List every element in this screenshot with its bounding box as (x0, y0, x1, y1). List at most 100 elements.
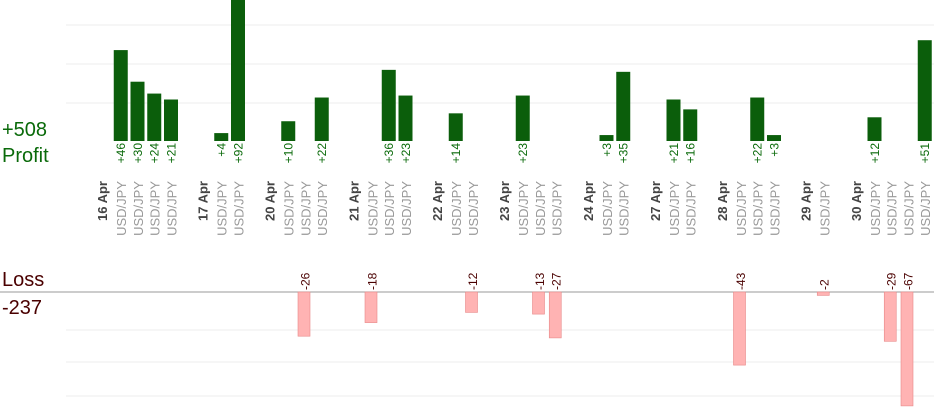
profit-bar (214, 133, 229, 141)
date-label: 30 Apr (849, 181, 864, 221)
date-label: 23 Apr (497, 181, 512, 221)
profit-bar (231, 0, 245, 142)
loss-value-label: -2 (818, 279, 832, 290)
profit-bar (867, 117, 882, 141)
profit-value-label: +3 (767, 143, 781, 157)
profit-bar (666, 99, 681, 141)
profit-value-label: +4 (215, 143, 229, 157)
profit-bar (616, 71, 631, 141)
bar-labels: +46 +30 +24 +21 +4 +92 +10-26+22-18+36 +23 +14-1… (114, 143, 932, 290)
symbol-label: USD/JPY (533, 181, 548, 236)
profit-value-label: +36 (382, 143, 396, 164)
profit-bar (515, 95, 530, 141)
profit-value-label: +10 (282, 143, 296, 164)
loss-bar (900, 291, 914, 407)
profit-value-label: +21 (164, 143, 178, 164)
symbol-label: USD/JPY (148, 181, 163, 236)
loss-bar (733, 291, 746, 366)
date-label: 21 Apr (346, 181, 361, 221)
profit-value-label: +22 (315, 143, 329, 164)
profit-value-label: +23 (399, 143, 413, 164)
profit-bar (398, 95, 413, 141)
profit-value-label: +46 (114, 143, 128, 164)
symbol-label: USD/JPY (231, 181, 246, 236)
profit-value-label: +23 (516, 143, 530, 164)
profit-bar (381, 69, 396, 141)
date-label: 29 Apr (799, 181, 814, 221)
symbol-label: USD/JPY (684, 181, 699, 236)
profit-bar (281, 121, 296, 141)
symbol-label: USD/JPY (466, 181, 481, 236)
symbol-label: USD/JPY (667, 181, 682, 236)
profit-bar (113, 50, 128, 141)
symbol-label: USD/JPY (767, 181, 782, 236)
profit-value-label: +14 (449, 143, 463, 164)
date-label: 28 Apr (715, 181, 730, 221)
profit-bar (750, 97, 765, 141)
profit-value-label: +92 (231, 143, 245, 164)
symbol-label: USD/JPY (617, 181, 632, 236)
profit-value-label: +30 (131, 143, 145, 164)
loss-bar (532, 291, 545, 315)
loss-value-label: -12 (466, 272, 480, 290)
loss-bar (816, 291, 830, 296)
profit-bar (599, 135, 614, 141)
date-label: 20 Apr (263, 181, 278, 221)
loss-value-label: -26 (298, 272, 312, 290)
profit-bar (164, 99, 178, 141)
date-label: 22 Apr (430, 181, 445, 221)
grid-lines (0, 24, 934, 397)
date-label: 16 Apr (95, 181, 110, 221)
loss-value-label: -29 (885, 272, 899, 290)
profit-bar (147, 93, 162, 141)
profit-bar (314, 97, 329, 141)
profit-value-label: +21 (667, 143, 681, 164)
category-axis: 16 Apr USD/JPY USD/JPY USD/JPY USD/JPY 17 Apr… (95, 181, 933, 236)
loss-value-label: -18 (365, 272, 379, 290)
symbol-label: USD/JPY (114, 181, 129, 236)
symbol-label: USD/JPY (282, 181, 297, 236)
profit-bar (130, 81, 145, 141)
profit-bar (448, 113, 463, 141)
symbol-label: USD/JPY (298, 181, 313, 236)
loss-label: Loss (2, 269, 45, 291)
profit-label: Profit (2, 145, 49, 167)
loss-value-label: -67 (901, 272, 915, 290)
symbol-label: USD/JPY (818, 181, 833, 236)
symbol-label: USD/JPY (868, 181, 883, 236)
symbol-label: USD/JPY (164, 181, 179, 236)
date-label: 17 Apr (196, 181, 211, 221)
profit-total: +508 (2, 119, 48, 141)
profit-bar (767, 135, 781, 141)
profit-value-label: +24 (148, 143, 162, 164)
symbol-label: USD/JPY (918, 181, 933, 236)
symbol-label: USD/JPY (399, 181, 414, 236)
symbol-label: USD/JPY (885, 181, 900, 236)
loss-bar (883, 291, 897, 342)
profit-value-label: +3 (600, 143, 614, 157)
symbol-label: USD/JPY (365, 181, 380, 236)
profit-bars (113, 0, 932, 142)
date-label: 24 Apr (581, 181, 596, 221)
symbol-label: USD/JPY (600, 181, 615, 236)
loss-bar (364, 291, 378, 323)
symbol-label: USD/JPY (382, 181, 397, 236)
loss-bar (297, 291, 311, 337)
profit-bar (683, 109, 698, 141)
symbol-label: USD/JPY (901, 181, 916, 236)
symbol-label: USD/JPY (550, 181, 565, 236)
symbol-label: USD/JPY (131, 181, 146, 236)
profit-value-label: +12 (868, 143, 882, 164)
symbol-label: USD/JPY (751, 181, 766, 236)
profit-value-label: +22 (751, 143, 765, 164)
profit-value-label: +51 (918, 143, 932, 164)
loss-bar (548, 291, 562, 339)
symbol-label: USD/JPY (734, 181, 749, 236)
loss-value-label: -27 (550, 272, 564, 290)
loss-bars (297, 291, 914, 407)
profit-bar (917, 40, 932, 141)
loss-value-label: -13 (533, 272, 547, 290)
loss-value-label: -43 (734, 272, 748, 290)
symbol-label: USD/JPY (449, 181, 464, 236)
symbol-label: USD/JPY (215, 181, 230, 236)
